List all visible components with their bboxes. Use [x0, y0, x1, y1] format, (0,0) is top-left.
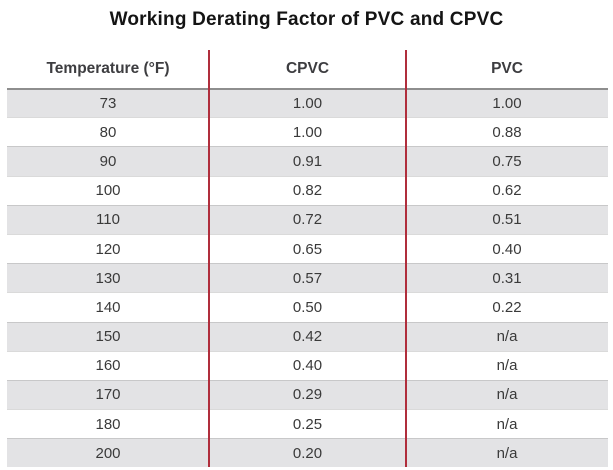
cell-pvc: 0.40: [492, 240, 522, 258]
cell-cpvc: 0.29: [292, 386, 323, 404]
cell-cpvc: 1.00: [292, 123, 323, 141]
cell-cpvc: 0.57: [292, 269, 323, 287]
table-row: 90 0.91 0.75: [7, 146, 608, 176]
column-header-temperature: Temperature (°F): [46, 60, 170, 77]
table-row: 140 0.50 0.22: [7, 292, 608, 321]
table-row: 160 0.40 n/a: [7, 350, 608, 380]
table-row: 120 0.65 0.40: [7, 233, 608, 263]
cell-temperature: 180: [95, 415, 121, 433]
table-row: 200 0.20 n/a: [7, 438, 608, 468]
table-row: 150 0.42 n/a: [7, 321, 608, 351]
cell-temperature: 130: [95, 269, 121, 287]
table-row: 100 0.82 0.62: [7, 175, 608, 205]
cell-cpvc: 1.00: [292, 95, 323, 113]
cell-pvc: n/a: [496, 444, 518, 462]
cell-temperature: 200: [95, 444, 121, 462]
cell-cpvc: 0.50: [292, 298, 323, 316]
column-header-cpvc: CPVC: [285, 60, 330, 77]
table-body: 73 1.00 1.00 80 1.00 0.88 90 0.91 0.75 100 0.82 0.6…: [7, 88, 608, 468]
cell-temperature: 150: [95, 328, 121, 346]
cell-temperature: 120: [95, 240, 121, 258]
cell-pvc: 0.62: [492, 182, 522, 200]
cell-temperature: 80: [99, 123, 117, 141]
cell-cpvc: 0.82: [292, 182, 323, 200]
cell-cpvc: 0.25: [292, 415, 323, 433]
page-title: Working Derating Factor of PVC and CPVC: [109, 9, 504, 30]
cell-pvc: 1.00: [492, 95, 522, 113]
cell-pvc: n/a: [496, 386, 518, 404]
cell-cpvc: 0.42: [292, 328, 323, 346]
table-row: 170 0.29 n/a: [7, 379, 608, 410]
cell-pvc: 0.22: [492, 298, 522, 316]
table-row: 180 0.25 n/a: [7, 409, 608, 438]
cell-cpvc: 0.91: [292, 152, 323, 170]
table-header-row: Temperature (°F) CPVC PVC: [7, 50, 608, 88]
cell-cpvc: 0.20: [292, 444, 323, 462]
cell-temperature: 73: [99, 95, 117, 113]
cell-cpvc: 0.72: [292, 211, 323, 229]
cell-cpvc: 0.40: [292, 357, 323, 375]
table-row: 73 1.00 1.00: [7, 88, 608, 118]
cell-pvc: 0.75: [492, 152, 522, 170]
cell-cpvc: 0.65: [292, 240, 323, 258]
cell-temperature: 90: [99, 152, 117, 170]
column-separator-line: [208, 50, 210, 468]
cell-pvc: n/a: [496, 415, 518, 433]
column-separator-line: [405, 50, 407, 468]
cell-pvc: n/a: [496, 328, 518, 346]
cell-temperature: 140: [95, 298, 121, 316]
cell-pvc: 0.51: [492, 211, 522, 229]
cell-temperature: 170: [95, 386, 121, 404]
derating-table: Temperature (°F) CPVC PVC 73 1.00 1.00 80 1.…: [7, 50, 608, 468]
cell-pvc: 0.88: [492, 123, 522, 141]
cell-temperature: 160: [95, 357, 121, 375]
table-row: 80 1.00 0.88: [7, 117, 608, 146]
table-row: 110 0.72 0.51: [7, 204, 608, 234]
cell-temperature: 110: [96, 211, 120, 229]
table-row: 130 0.57 0.31: [7, 263, 608, 293]
cell-temperature: 100: [95, 182, 121, 200]
cell-pvc: n/a: [496, 357, 518, 375]
cell-pvc: 0.31: [492, 269, 522, 287]
column-header-pvc: PVC: [491, 60, 523, 77]
